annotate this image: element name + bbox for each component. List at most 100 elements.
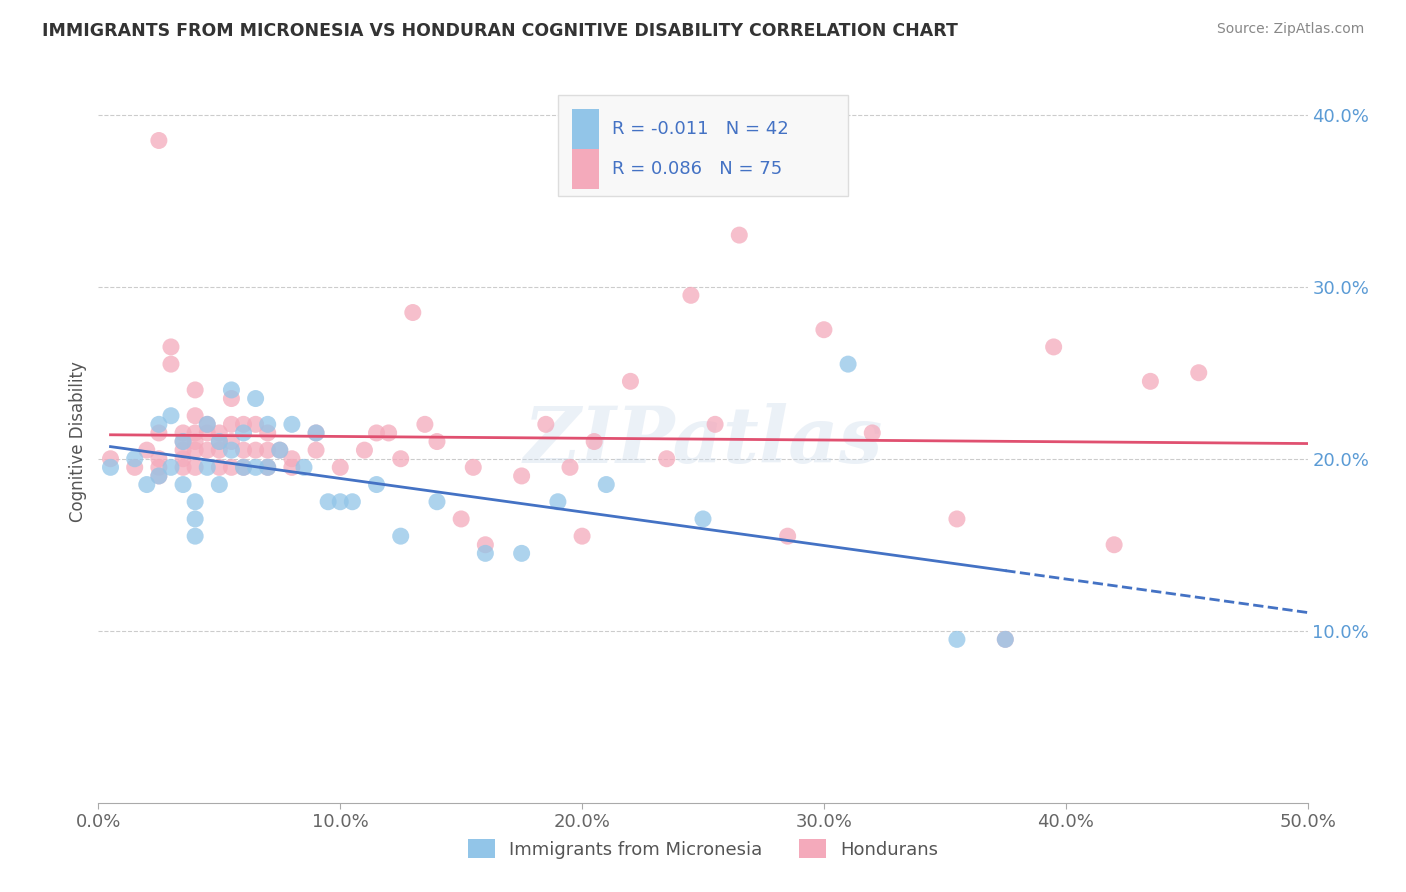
Point — [776, 529, 799, 543]
Text: R = 0.086   N = 75: R = 0.086 N = 75 — [613, 161, 783, 178]
Point — [148, 469, 170, 483]
Point — [221, 417, 243, 432]
Point — [245, 443, 267, 458]
Point — [510, 469, 533, 483]
Point — [534, 417, 557, 432]
Point — [172, 451, 194, 466]
Point — [172, 460, 194, 475]
Point — [426, 494, 449, 508]
Point — [160, 460, 183, 475]
Point — [184, 443, 207, 458]
Point — [281, 451, 304, 466]
Point — [148, 417, 170, 432]
Point — [994, 632, 1017, 647]
Point — [256, 443, 278, 458]
Point — [571, 529, 593, 543]
Legend: Immigrants from Micronesia, Hondurans: Immigrants from Micronesia, Hondurans — [461, 832, 945, 866]
Point — [184, 434, 207, 449]
Point — [135, 477, 157, 491]
Point — [402, 305, 425, 319]
Point — [583, 434, 606, 449]
Point — [100, 460, 122, 475]
Point — [100, 451, 122, 466]
Point — [946, 632, 969, 647]
Point — [269, 443, 291, 458]
Point — [232, 460, 254, 475]
Point — [148, 460, 170, 475]
Point — [329, 494, 352, 508]
Point — [184, 460, 207, 475]
Point — [208, 460, 231, 475]
Bar — [572, 149, 599, 189]
Point — [245, 392, 267, 406]
Point — [172, 434, 194, 449]
Text: R = -0.011   N = 42: R = -0.011 N = 42 — [613, 120, 789, 138]
Point — [172, 434, 194, 449]
Point — [256, 460, 278, 475]
Point — [184, 409, 207, 423]
FancyBboxPatch shape — [558, 95, 848, 196]
Bar — [572, 109, 599, 149]
Point — [172, 425, 194, 440]
Point — [679, 288, 702, 302]
Point — [195, 417, 218, 432]
Point — [1042, 340, 1064, 354]
Point — [184, 383, 207, 397]
Point — [1139, 375, 1161, 389]
Point — [946, 512, 969, 526]
Point — [595, 477, 617, 491]
Point — [208, 434, 231, 449]
Point — [184, 425, 207, 440]
Point — [426, 434, 449, 449]
Point — [184, 494, 207, 508]
Point — [474, 538, 496, 552]
Point — [208, 443, 231, 458]
Point — [148, 133, 170, 147]
Text: ZIPatlas: ZIPatlas — [523, 403, 883, 480]
Point — [389, 451, 412, 466]
Point — [221, 392, 243, 406]
Point — [316, 494, 339, 508]
Point — [994, 632, 1017, 647]
Point — [837, 357, 859, 371]
Point — [377, 425, 399, 440]
Point — [208, 425, 231, 440]
Text: IMMIGRANTS FROM MICRONESIA VS HONDURAN COGNITIVE DISABILITY CORRELATION CHART: IMMIGRANTS FROM MICRONESIA VS HONDURAN C… — [42, 22, 957, 40]
Point — [256, 460, 278, 475]
Point — [160, 409, 183, 423]
Point — [329, 460, 352, 475]
Point — [195, 425, 218, 440]
Point — [353, 443, 375, 458]
Point — [221, 460, 243, 475]
Point — [305, 425, 328, 440]
Y-axis label: Cognitive Disability: Cognitive Disability — [69, 361, 87, 522]
Point — [160, 357, 183, 371]
Point — [232, 425, 254, 440]
Point — [619, 375, 641, 389]
Point — [195, 443, 218, 458]
Point — [728, 228, 751, 243]
Point — [245, 417, 267, 432]
Point — [221, 434, 243, 449]
Point — [463, 460, 485, 475]
Point — [305, 425, 328, 440]
Point — [547, 494, 569, 508]
Point — [1102, 538, 1125, 552]
Point — [221, 443, 243, 458]
Point — [450, 512, 472, 526]
Point — [692, 512, 714, 526]
Point — [221, 383, 243, 397]
Point — [232, 443, 254, 458]
Point — [510, 546, 533, 560]
Point — [860, 425, 883, 440]
Point — [208, 477, 231, 491]
Point — [292, 460, 315, 475]
Point — [281, 417, 304, 432]
Point — [208, 434, 231, 449]
Point — [256, 417, 278, 432]
Point — [148, 425, 170, 440]
Point — [232, 417, 254, 432]
Point — [148, 451, 170, 466]
Point — [1188, 366, 1211, 380]
Point — [704, 417, 727, 432]
